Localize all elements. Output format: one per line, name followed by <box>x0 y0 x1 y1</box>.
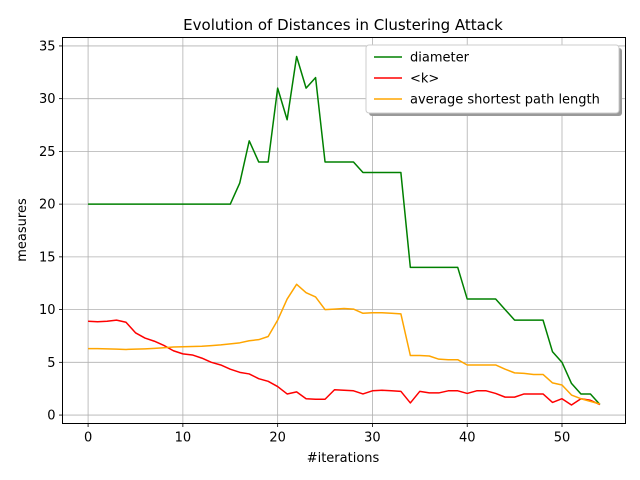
legend-box <box>365 44 620 114</box>
y-tick-label: 15 <box>39 250 56 265</box>
chart-title: Evolution of Distances in Clustering Att… <box>183 16 503 34</box>
plot-frame <box>62 37 626 424</box>
series-line-0 <box>88 55 601 406</box>
y-tick-label: 0 <box>47 409 55 424</box>
x-tick-label: 40 <box>459 431 476 446</box>
x-tick-label: 0 <box>84 431 92 446</box>
y-tick-label: 25 <box>39 145 56 160</box>
series-layer <box>88 55 601 406</box>
y-tick-label: 5 <box>47 356 55 371</box>
series-line-1 <box>88 319 601 406</box>
y-tick-label: 10 <box>39 303 56 318</box>
x-tick-label: 30 <box>364 431 381 446</box>
x-tick-label: 10 <box>175 431 192 446</box>
series-line-2 <box>88 283 601 405</box>
legend-label: diameter <box>410 51 470 66</box>
y-tick-label: 20 <box>39 198 56 213</box>
legend-label: <k> <box>410 72 439 87</box>
legend: diameter <k> average shortest path length <box>365 44 622 116</box>
y-axis-label: measures <box>15 198 30 262</box>
y-tick-label: 35 <box>39 39 56 54</box>
legend-label: average shortest path length <box>410 93 600 108</box>
x-tick-label: 50 <box>554 431 571 446</box>
x-tick-label: 20 <box>269 431 286 446</box>
axis-ticks: 0 10 20 30 40 50 0 5 10 15 20 25 30 35 <box>39 39 570 445</box>
x-axis-label: #iterations <box>307 451 380 466</box>
y-tick-label: 30 <box>39 92 56 107</box>
